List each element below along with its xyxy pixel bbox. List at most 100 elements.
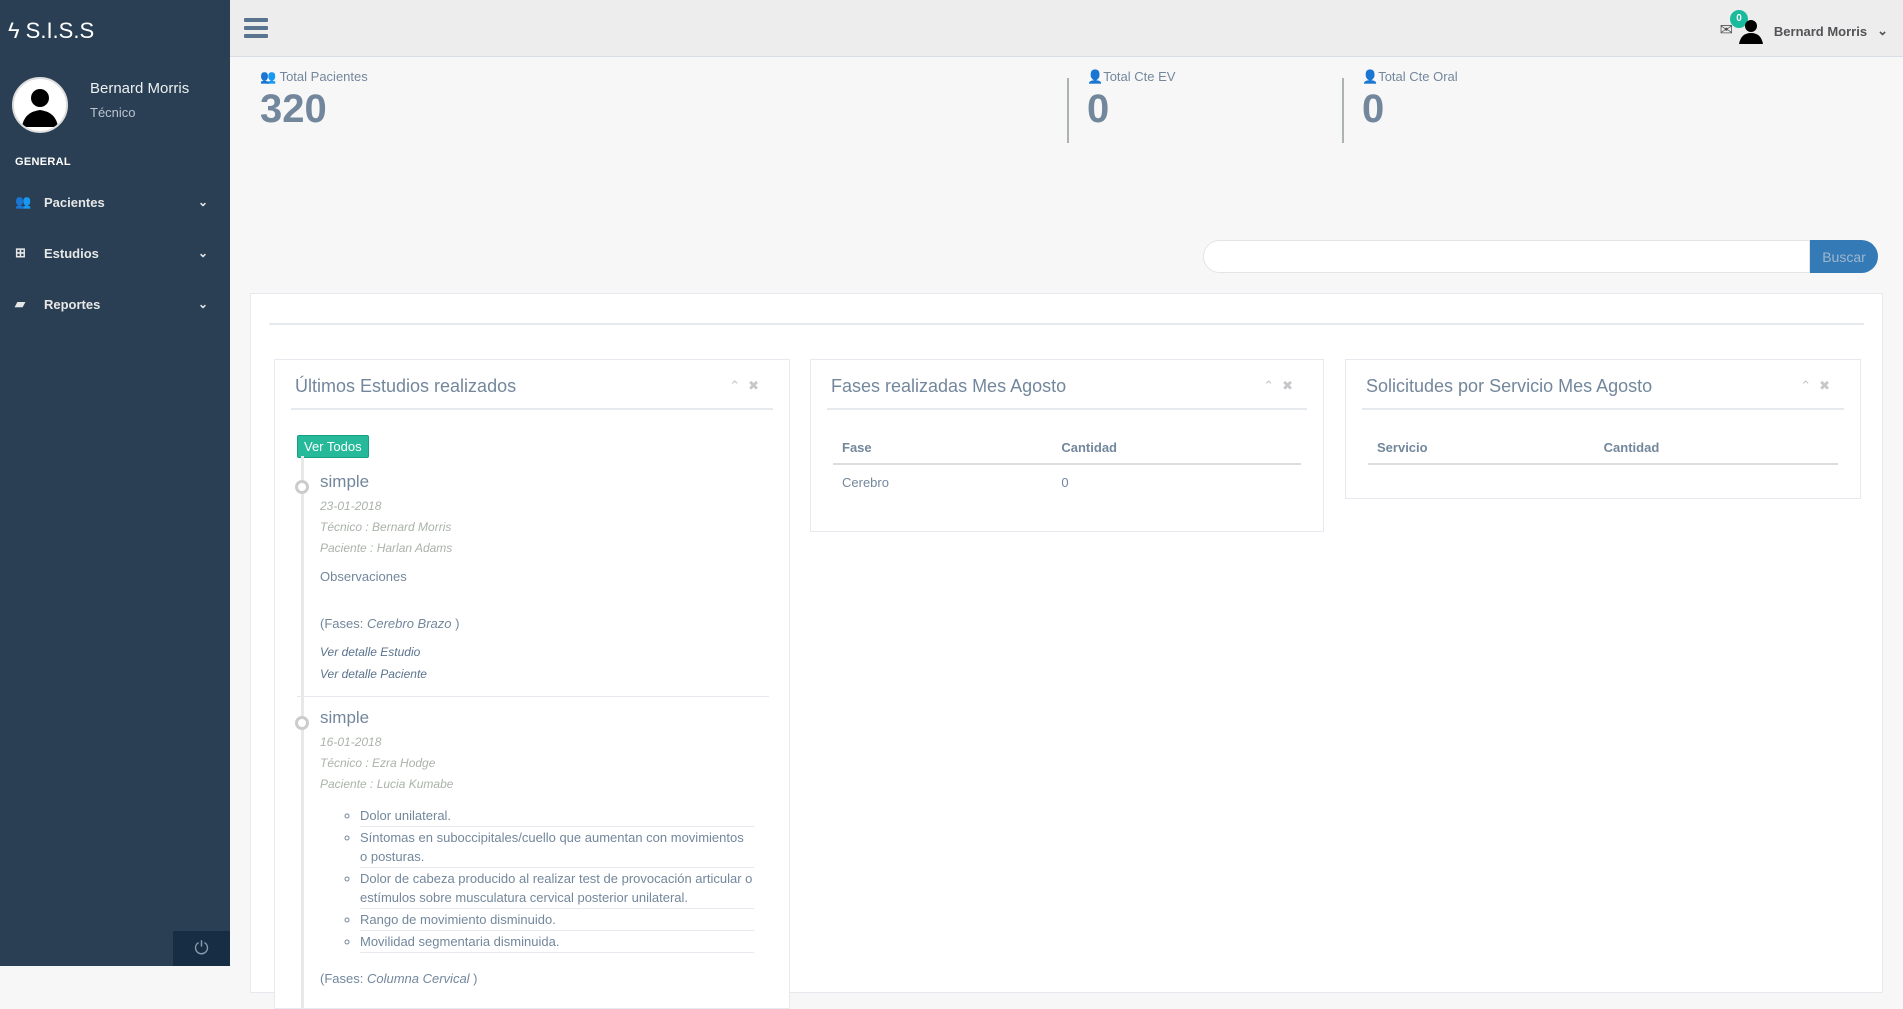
close-icon[interactable]: ✖ <box>748 378 767 393</box>
collapse-icon[interactable]: ⌃ <box>1263 378 1283 393</box>
card-ultimos-estudios: Últimos Estudios realizados ⌃✖ Ver Todos… <box>274 359 790 1009</box>
mail-count-badge: 0 <box>1730 10 1748 28</box>
chevron-down-icon: ⌄ <box>197 195 208 209</box>
sidebar-item-reportes[interactable]: ▰ Reportes ⌄ <box>0 284 230 324</box>
stat-value: 320 <box>260 87 327 131</box>
close-icon[interactable]: ✖ <box>1282 378 1301 393</box>
search-input[interactable] <box>1203 240 1810 273</box>
study-paciente: Paciente : Harlan Adams <box>320 541 453 555</box>
divider <box>269 323 1864 325</box>
ver-detalle-estudio-link[interactable]: Ver detalle Estudio <box>320 645 421 659</box>
user-icon: 👤 <box>1362 69 1379 84</box>
stat-label: Total Cte Oral <box>1378 69 1458 84</box>
study-tecnico: Técnico : Bernard Morris <box>320 520 452 534</box>
fases-table: Fase Cantidad Cerebro 0 <box>833 432 1301 500</box>
study-tecnico: Técnico : Ezra Hodge <box>320 756 436 770</box>
column-header: Fase <box>833 432 1053 465</box>
stat-total-pacientes: 👥 Total Pacientes 320 <box>260 69 368 132</box>
chevron-down-icon: ⌄ <box>197 246 208 260</box>
fases-close: ) <box>451 616 460 631</box>
stat-label: Total Cte EV <box>1103 69 1176 84</box>
solicitudes-table: Servicio Cantidad <box>1368 432 1838 465</box>
menu-toggle-icon[interactable] <box>244 18 268 42</box>
stat-total-cte-ev: 👤Total Cte EV 0 <box>1087 69 1175 132</box>
timeline-dot <box>295 716 309 730</box>
stat-value: 0 <box>1362 87 1385 131</box>
logout-button[interactable]: ⏻ <box>173 931 230 966</box>
study-paciente: Paciente : Lucia Kumabe <box>320 777 454 791</box>
timeline-line <box>301 456 304 1008</box>
card-title: Fases realizadas Mes Agosto <box>831 376 1067 396</box>
symptom-list: Dolor unilateral. Síntomas en suboccipit… <box>360 805 754 953</box>
user-icon: 👤 <box>1087 69 1104 84</box>
envelope-icon[interactable]: ✉ <box>1719 22 1733 39</box>
chevron-down-icon: ⌄ <box>197 297 208 311</box>
divider <box>297 696 769 697</box>
stat-total-cte-oral: 👤Total Cte Oral 0 <box>1362 69 1458 132</box>
fases-value: Cerebro Brazo <box>366 616 452 631</box>
study-date: 23-01-2018 <box>320 499 382 513</box>
symptom-item: Dolor de cabeza producido al realizar te… <box>360 868 754 909</box>
sidebar-item-label: Pacientes <box>44 194 105 210</box>
study-date: 16-01-2018 <box>320 735 382 749</box>
sidebar-item-estudios[interactable]: ⊞ Estudios ⌄ <box>0 233 230 273</box>
user-name: Bernard Morris <box>1773 23 1868 39</box>
card-title: Solicitudes por Servicio Mes Agosto <box>1366 376 1653 396</box>
stat-value: 0 <box>1087 87 1110 131</box>
profile-role: Técnico <box>90 105 136 120</box>
card-solicitudes: Solicitudes por Servicio Mes Agosto ⌃✖ S… <box>1345 359 1861 499</box>
stat-label: Total Pacientes <box>279 69 368 84</box>
study-type: simple <box>320 708 370 727</box>
card-title: Últimos Estudios realizados <box>295 376 517 396</box>
sidebar-item-label: Estudios <box>44 245 99 261</box>
top-nav: ✉ 0 Bernard Morris ⌄ <box>230 0 1903 57</box>
main-panel: Últimos Estudios realizados ⌃✖ Ver Todos… <box>250 293 1883 1009</box>
column-header: Servicio <box>1368 432 1595 465</box>
collapse-icon[interactable]: ⌃ <box>1800 378 1820 393</box>
brand[interactable]: ϟ S.I.S.S <box>8 18 94 44</box>
symptom-item: Síntomas en suboccipitales/cuello que au… <box>360 827 754 868</box>
study-fases: (Fases: Columna Cervical ) <box>320 971 769 986</box>
fases-label: (Fases: <box>320 616 367 631</box>
chevron-down-icon: ⌄ <box>1877 23 1888 38</box>
collapse-icon[interactable]: ⌃ <box>729 378 749 393</box>
symptom-item: Dolor unilateral. <box>360 805 754 827</box>
sidebar-item-label: Reportes <box>44 296 101 312</box>
ver-todos-button[interactable]: Ver Todos <box>297 435 369 458</box>
divider <box>1342 78 1344 143</box>
fases-close: ) <box>469 971 478 986</box>
cell-cantidad: 0 <box>1061 475 1069 490</box>
sidebar-item-pacientes[interactable]: 👥 Pacientes ⌄ <box>0 182 230 222</box>
brand-name: S.I.S.S <box>25 18 95 43</box>
users-icon: 👥 <box>260 69 277 84</box>
bolt-icon: ϟ <box>8 18 20 43</box>
profile-name: Bernard Morris <box>90 80 190 97</box>
divider <box>1067 78 1069 143</box>
search-button[interactable]: Buscar <box>1810 240 1878 273</box>
column-header: Cantidad <box>1052 432 1301 465</box>
observaciones: Observaciones <box>320 569 407 584</box>
users-icon: 👥 <box>15 194 32 209</box>
study-fases: (Fases: Cerebro Brazo ) <box>320 616 769 631</box>
medkit-icon: ⊞ <box>15 245 26 260</box>
symptom-item: Rango de movimiento disminuido. <box>360 909 754 931</box>
column-header: Cantidad <box>1594 432 1838 465</box>
timeline-dot <box>295 480 309 494</box>
close-icon[interactable]: ✖ <box>1819 378 1838 393</box>
sidebar: ϟ S.I.S.S Bernard Morris Técnico GENERAL … <box>0 0 230 966</box>
cell-fase: Cerebro <box>842 475 889 490</box>
symptom-item: Movilidad segmentaria disminuida. <box>360 931 754 953</box>
search-bar: Buscar <box>1203 240 1878 273</box>
ver-detalle-paciente-link[interactable]: Ver detalle Paciente <box>320 667 427 681</box>
fases-label: (Fases: <box>320 971 367 986</box>
study-type: simple <box>320 472 370 491</box>
power-icon: ⏻ <box>194 938 209 958</box>
section-title: GENERAL <box>15 156 71 168</box>
table-row: Cerebro 0 <box>833 464 1301 500</box>
book-icon: ▰ <box>15 296 25 311</box>
card-fases: Fases realizadas Mes Agosto ⌃✖ Fase Canti… <box>810 359 1324 532</box>
avatar <box>12 77 68 133</box>
user-menu[interactable]: Bernard Morris ⌄ <box>1738 18 1888 44</box>
fases-value: Columna Cervical <box>366 971 470 986</box>
user-avatar-icon <box>1738 20 1763 44</box>
